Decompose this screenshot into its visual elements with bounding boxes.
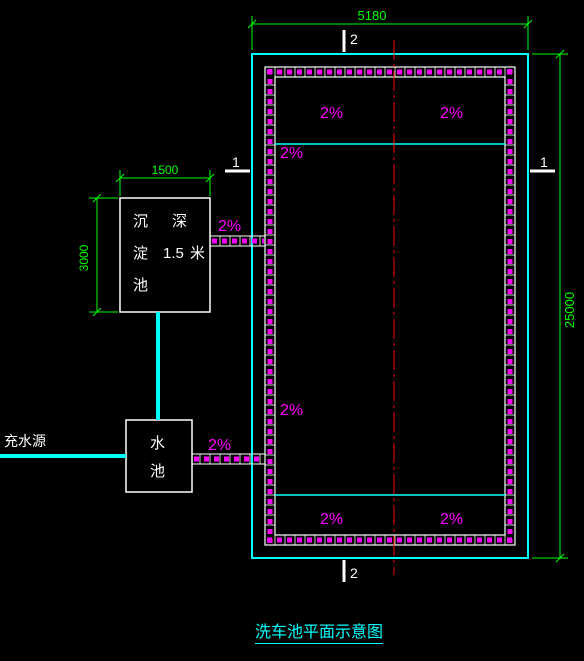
sediment-label-2: 淀 xyxy=(133,245,148,262)
connector-sediment xyxy=(210,236,265,246)
slope-top-right: 2% xyxy=(440,105,463,122)
main-pool-inner-border xyxy=(265,67,515,545)
main-pool-inner-border2 xyxy=(275,77,505,535)
sediment-label-3: 池 xyxy=(133,277,148,294)
drawing-title: 洗车池平面示意图 xyxy=(255,618,383,642)
depth-label-2: 米 xyxy=(190,245,205,262)
connector-water xyxy=(192,454,265,464)
hatch-channel xyxy=(267,69,513,543)
section-1-right-num: 1 xyxy=(540,154,548,170)
slope-left-upper2: 2% xyxy=(218,218,241,235)
water-source-label: 充水源 xyxy=(4,433,46,449)
water-label-1: 水 xyxy=(150,435,165,452)
slope-left-lower2: 2% xyxy=(208,437,231,454)
section-2-bottom-num: 2 xyxy=(350,565,358,581)
depth-label-1: 深 xyxy=(172,213,187,230)
slope-bot-left: 2% xyxy=(320,511,343,528)
dim-top-value: 5180 xyxy=(358,8,387,23)
slope-left-upper: 2% xyxy=(280,145,303,162)
water-tank xyxy=(126,420,192,492)
dim-small-left-value: 3000 xyxy=(77,244,91,271)
depth-value: 1.5 xyxy=(163,245,184,262)
slope-left-lower: 2% xyxy=(280,402,303,419)
section-1-left-num: 1 xyxy=(232,154,240,170)
slope-bot-right: 2% xyxy=(440,511,463,528)
dim-top xyxy=(248,16,532,50)
sediment-label-1: 沉 xyxy=(133,213,148,230)
hatch-grid-ticks xyxy=(265,67,515,545)
dim-small-left xyxy=(89,194,118,316)
section-2-top-num: 2 xyxy=(350,31,358,47)
dim-small-top-value: 1500 xyxy=(152,163,179,177)
water-label-2: 池 xyxy=(150,463,165,480)
main-pool-outer xyxy=(252,54,528,558)
dim-right-value: 25000 xyxy=(562,292,577,328)
slope-top-left: 2% xyxy=(320,105,343,122)
